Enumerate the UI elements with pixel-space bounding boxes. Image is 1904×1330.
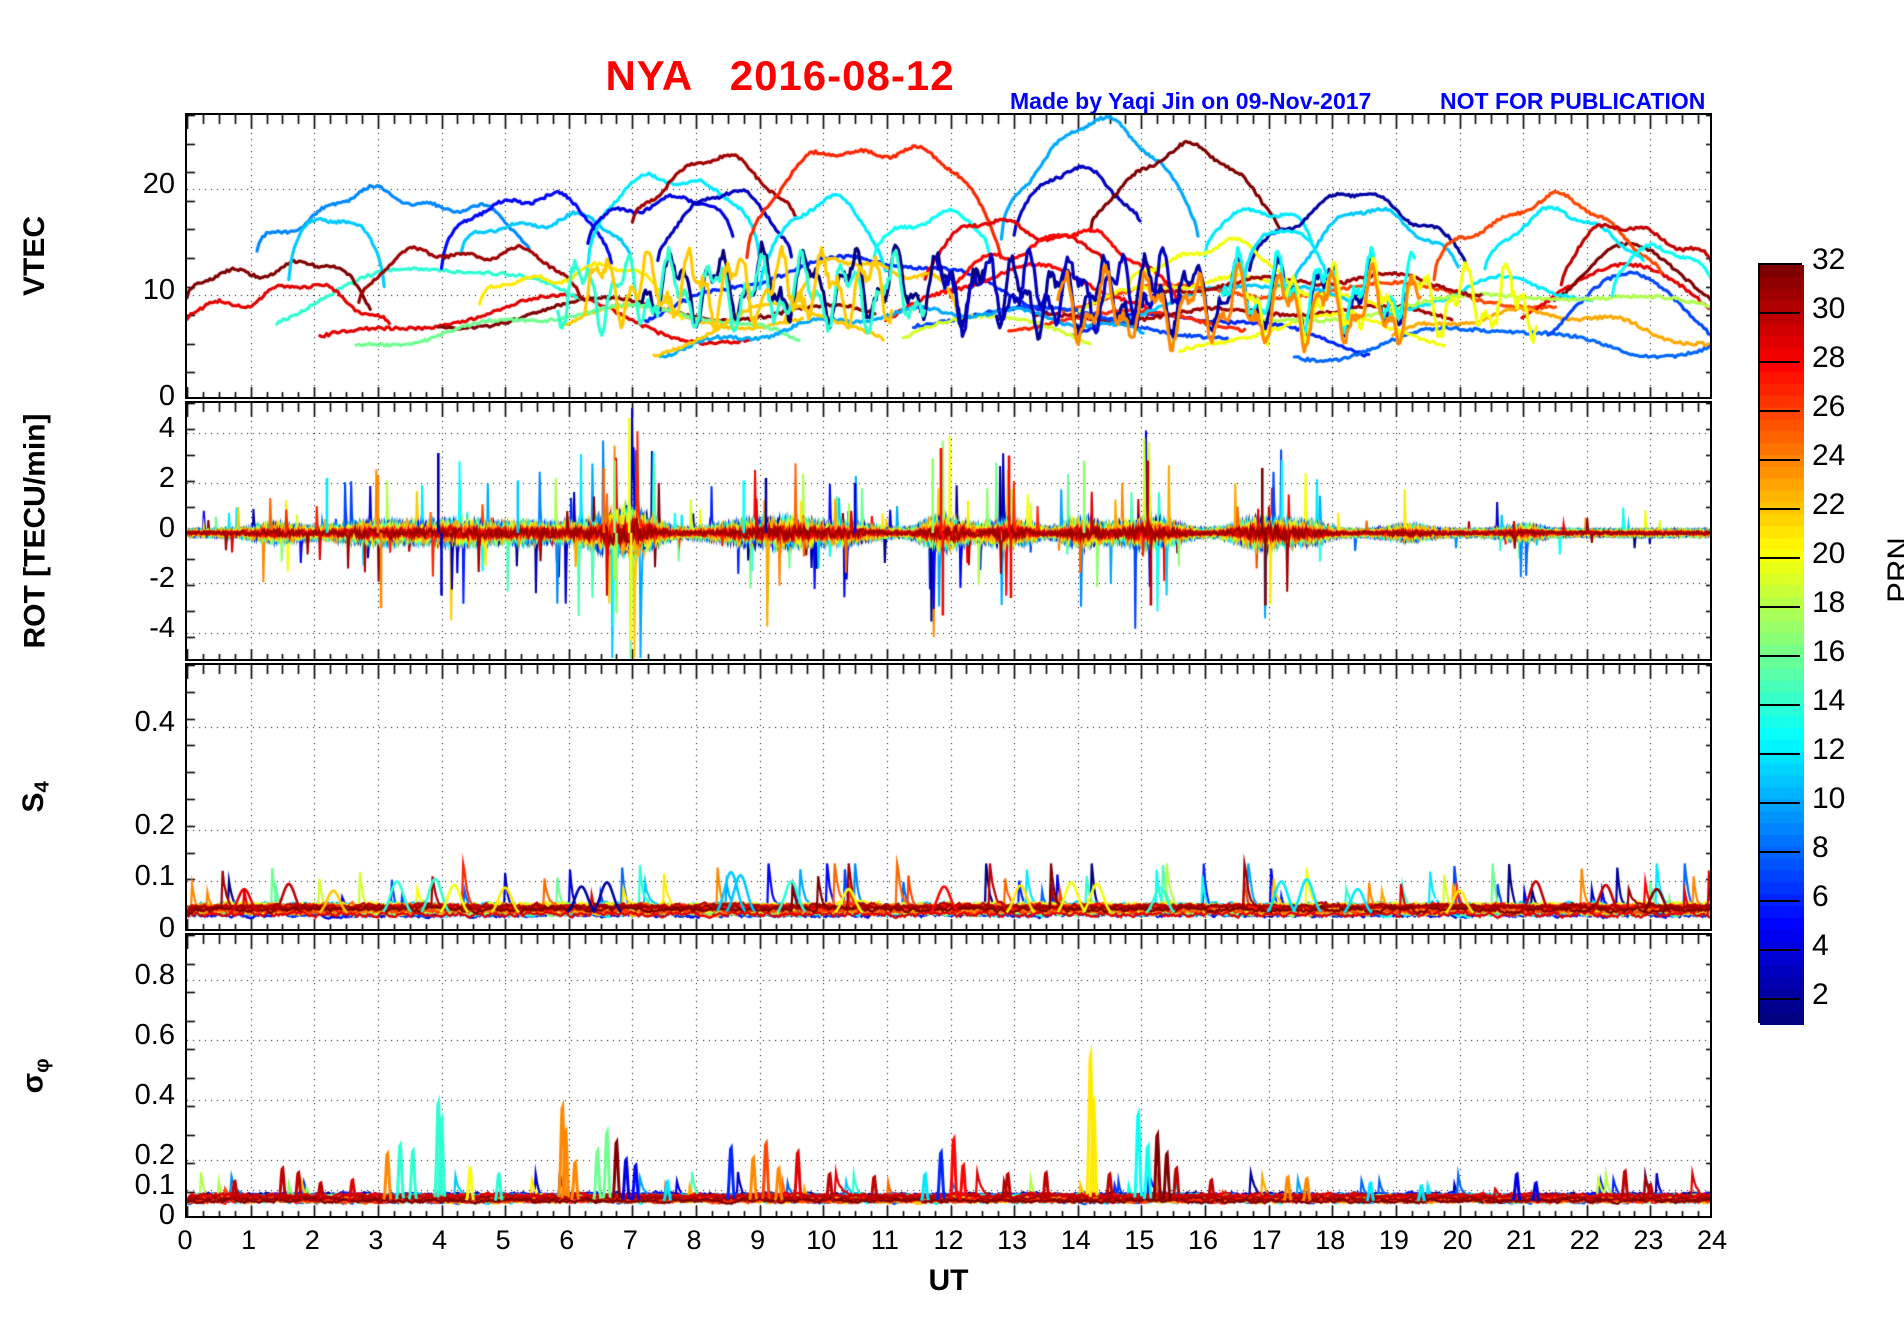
xtick-23: 23 [1633,1225,1664,1255]
publication-notice: NOT FOR PUBLICATION [1440,88,1706,114]
ytick-sigmaphi-0: 0 [158,1199,175,1231]
colorbar-tick-22: 22 [1812,488,1846,522]
colorbar-tick-6: 6 [1812,880,1829,914]
xtick-24: 24 [1696,1225,1728,1255]
colorbar-label: PRN [1880,537,1904,603]
panel-rot [185,401,1712,661]
xtick-4: 4 [431,1225,448,1255]
ylabel-sigmaphi: σφ [16,1057,53,1093]
ytick-s4-0.1: 0.1 [134,860,175,893]
xtick-16: 16 [1187,1225,1219,1255]
panel-vtec-canvas [187,115,1710,397]
xtick-9: 9 [750,1225,766,1255]
ylabel-s4: S4 [16,781,54,813]
colorbar-tickmark [1760,851,1800,854]
colorbar-tickmark [1760,361,1800,364]
colorbar-tickmark [1760,410,1800,413]
colorbar-tick-8: 8 [1812,831,1829,865]
colorbar[interactable] [1758,263,1804,1025]
ytick-sigmaphi-0.1: 0.1 [134,1169,175,1201]
xtick-1: 1 [241,1225,257,1255]
ytick-rot-2: 2 [158,462,175,494]
xtick-18: 18 [1315,1225,1346,1255]
xtick-19: 19 [1378,1225,1409,1255]
panel-s4-canvas [187,665,1710,929]
page-title: NYA 2016-08-12 [605,52,955,99]
xtick-17: 17 [1251,1225,1282,1255]
xtick-22: 22 [1569,1225,1600,1255]
colorbar-gradient [1760,265,1804,1025]
colorbar-tickmark [1760,900,1800,903]
xtick-2: 2 [304,1225,320,1255]
colorbar-tick-32: 32 [1812,243,1846,276]
ytick-sigmaphi-0.8: 0.8 [134,959,175,991]
colorbar-tickmark [1760,998,1800,1001]
xtick-3: 3 [368,1225,384,1255]
colorbar-tick-12: 12 [1812,733,1846,767]
colorbar-tick-24: 24 [1812,439,1846,473]
colorbar-tickmark [1760,312,1800,315]
xtick-7: 7 [622,1225,638,1255]
colorbar-tickmark [1760,508,1800,511]
colorbar-tick-26: 26 [1812,390,1846,424]
x-axis-label: UT [928,1264,969,1297]
colorbar-tickmark [1760,557,1800,560]
credit-text: Made by Yaqi Jin on 09-Nov-2017 [1010,88,1372,114]
xtick-14: 14 [1060,1225,1091,1255]
ylabel-vtec: VTEC [18,215,52,297]
ytick-rot--4: -4 [149,612,175,644]
ytick-rot-4: 4 [158,412,175,444]
ylabel-rot: ROT [TECU/min] [17,413,51,649]
xtick-15: 15 [1124,1225,1155,1255]
colorbar-tickmark [1760,753,1800,756]
panel-s4 [185,663,1712,931]
ytick-sigmaphi-0.6: 0.6 [134,1019,175,1051]
xtick-12: 12 [933,1225,964,1255]
xtick-13: 13 [997,1225,1028,1255]
colorbar-tickmark [1760,263,1800,265]
colorbar-tick-16: 16 [1812,635,1846,669]
xtick-0: 0 [177,1225,193,1255]
xtick-20: 20 [1442,1225,1473,1255]
colorbar-tickmark [1760,655,1800,658]
colorbar-tick-18: 18 [1812,586,1846,620]
xtick-8: 8 [686,1225,702,1255]
ytick-s4-0: 0 [158,912,175,944]
xtick-11: 11 [870,1225,899,1255]
colorbar-tick-10: 10 [1812,782,1846,816]
colorbar-tick-30: 30 [1812,292,1846,326]
ytick-sigmaphi-0.2: 0.2 [134,1139,175,1171]
colorbar-tick-20: 20 [1812,537,1846,571]
colorbar-tickmark [1760,949,1800,952]
xtick-21: 21 [1506,1225,1537,1255]
colorbar-tick-14: 14 [1812,684,1846,718]
colorbar-tick-2: 2 [1812,978,1829,1012]
colorbar-tickmark [1760,459,1800,462]
colorbar-tickmark [1760,802,1800,805]
ytick-s4-0.4: 0.4 [134,705,175,738]
ytick-vtec-10: 10 [142,274,175,307]
panel-vtec [185,113,1712,399]
ytick-vtec-0: 0 [158,380,175,412]
colorbar-tickmark [1760,704,1800,707]
ytick-rot-0: 0 [158,512,175,544]
xtick-6: 6 [559,1225,575,1255]
ytick-vtec-20: 20 [142,168,175,201]
xtick-5: 5 [495,1225,511,1255]
panel-sigmaphi-canvas [187,935,1710,1216]
colorbar-tickmark [1760,606,1800,609]
ytick-s4-0.2: 0.2 [134,808,175,841]
colorbar-tick-4: 4 [1812,929,1829,963]
colorbar-tick-28: 28 [1812,341,1846,375]
xtick-10: 10 [806,1225,837,1255]
panel-rot-canvas [187,403,1710,659]
ytick-rot--2: -2 [149,562,175,594]
ytick-sigmaphi-0.4: 0.4 [134,1079,175,1111]
panel-sigmaphi [185,933,1712,1218]
